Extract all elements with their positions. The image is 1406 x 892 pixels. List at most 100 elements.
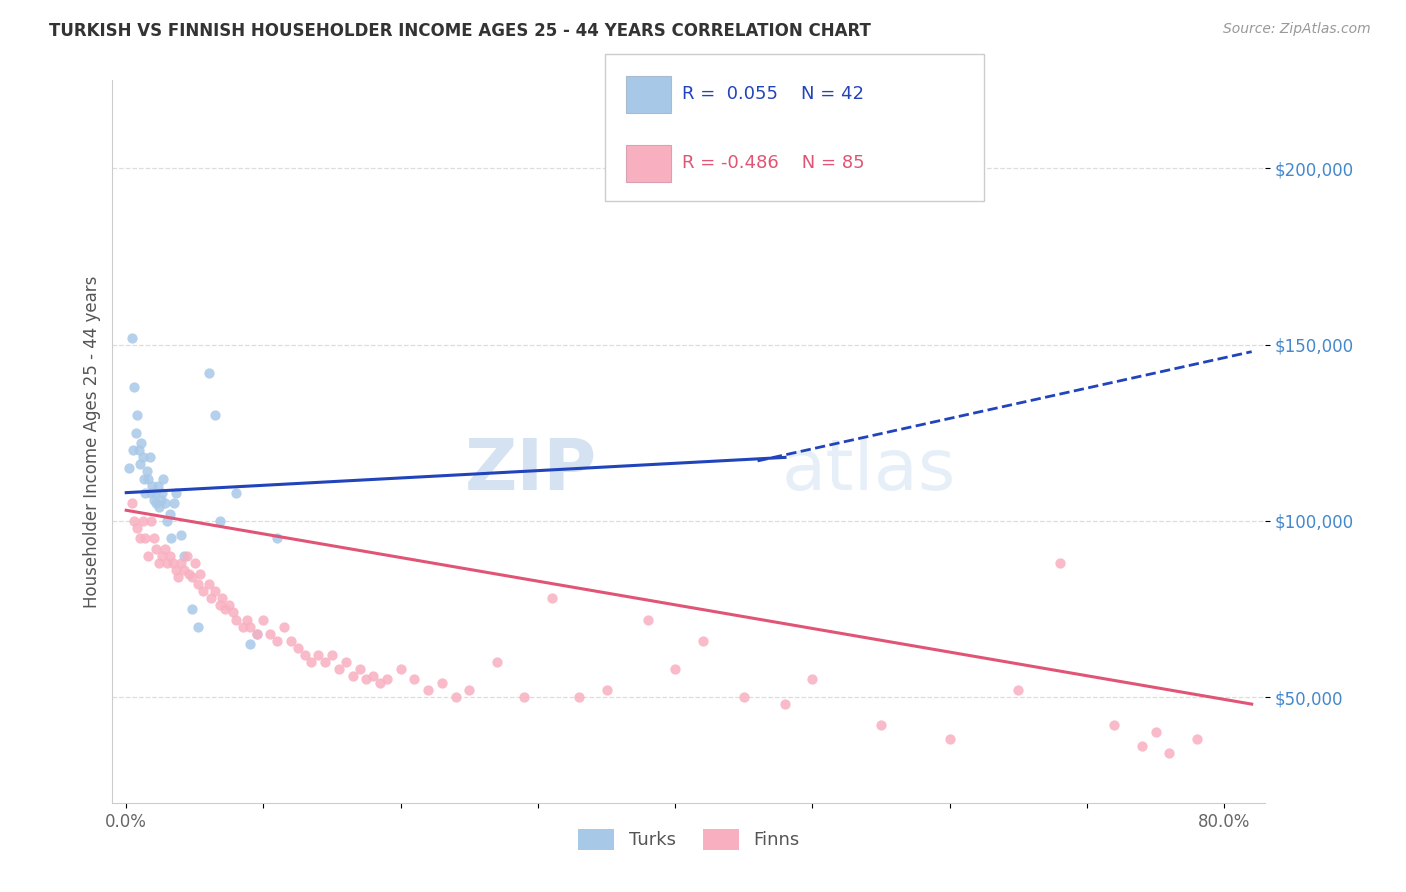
Point — [458, 683, 481, 698]
Point — [444, 690, 467, 704]
Point — [146, 478, 169, 492]
Point — [181, 602, 204, 616]
Point — [266, 633, 288, 648]
Point — [134, 532, 156, 546]
Point — [773, 697, 796, 711]
Point — [118, 461, 141, 475]
Point — [430, 676, 453, 690]
Point — [159, 549, 181, 563]
Point — [173, 563, 195, 577]
Point — [128, 443, 150, 458]
Point — [225, 613, 247, 627]
Point — [418, 683, 440, 698]
Point — [252, 613, 274, 627]
Point — [170, 556, 193, 570]
Point — [187, 577, 209, 591]
Point — [125, 425, 148, 440]
Point — [1144, 725, 1167, 739]
Point — [1185, 732, 1208, 747]
Point — [179, 566, 201, 581]
Point — [356, 673, 378, 687]
Point — [141, 478, 163, 492]
Point — [165, 563, 187, 577]
Point — [540, 591, 562, 606]
Point — [208, 599, 231, 613]
Point — [389, 662, 412, 676]
Point — [232, 619, 254, 633]
Point — [801, 673, 824, 687]
Point — [314, 655, 336, 669]
Point — [664, 662, 686, 676]
Point — [335, 655, 357, 669]
Point — [938, 732, 960, 747]
Point — [129, 436, 153, 450]
Point — [153, 496, 176, 510]
Point — [150, 485, 173, 500]
Point — [280, 633, 302, 648]
Text: TURKISH VS FINNISH HOUSEHOLDER INCOME AGES 25 - 44 YEARS CORRELATION CHART: TURKISH VS FINNISH HOUSEHOLDER INCOME AG… — [49, 22, 872, 40]
Point — [197, 366, 219, 380]
Point — [200, 591, 222, 606]
Text: R =  0.055    N = 42: R = 0.055 N = 42 — [682, 85, 863, 103]
Point — [214, 602, 236, 616]
Point — [170, 528, 193, 542]
Text: Source: ZipAtlas.com: Source: ZipAtlas.com — [1223, 22, 1371, 37]
Point — [121, 496, 143, 510]
Point — [1130, 739, 1153, 754]
Point — [131, 450, 153, 465]
Point — [127, 521, 149, 535]
Point — [239, 619, 262, 633]
Point — [1049, 556, 1071, 570]
Point — [733, 690, 755, 704]
Point — [127, 408, 149, 422]
Text: atlas: atlas — [782, 436, 956, 505]
Point — [568, 690, 591, 704]
Point — [361, 669, 384, 683]
Point — [595, 683, 617, 698]
Point — [225, 485, 247, 500]
Point — [211, 591, 233, 606]
Point — [485, 655, 508, 669]
Point — [124, 380, 146, 394]
Point — [138, 450, 160, 465]
Point — [294, 648, 316, 662]
Legend: Turks, Finns: Turks, Finns — [569, 820, 808, 859]
Point — [132, 471, 155, 485]
Point — [266, 532, 288, 546]
Point — [129, 532, 152, 546]
Point — [204, 584, 226, 599]
Point — [328, 662, 350, 676]
Point — [150, 549, 173, 563]
Point — [131, 514, 153, 528]
Point — [236, 613, 259, 627]
Point — [176, 549, 198, 563]
Point — [239, 637, 262, 651]
Point — [637, 613, 659, 627]
Point — [143, 485, 166, 500]
Point — [321, 648, 343, 662]
Point — [204, 408, 226, 422]
Text: ZIP: ZIP — [464, 436, 596, 505]
Point — [187, 619, 209, 633]
Point — [1007, 683, 1029, 698]
Point — [134, 485, 156, 500]
Point — [165, 485, 187, 500]
Point — [162, 556, 184, 570]
Point — [307, 648, 329, 662]
Point — [136, 549, 159, 563]
Point — [142, 532, 165, 546]
Point — [1159, 747, 1181, 761]
Point — [246, 626, 269, 640]
Point — [156, 514, 179, 528]
Point — [692, 633, 714, 648]
Point — [349, 662, 371, 676]
Point — [870, 718, 893, 732]
Point — [145, 496, 167, 510]
Point — [121, 330, 143, 344]
Point — [148, 556, 170, 570]
Point — [342, 669, 364, 683]
Point — [148, 500, 170, 514]
Point — [181, 570, 204, 584]
Point — [139, 485, 162, 500]
Point — [375, 673, 398, 687]
